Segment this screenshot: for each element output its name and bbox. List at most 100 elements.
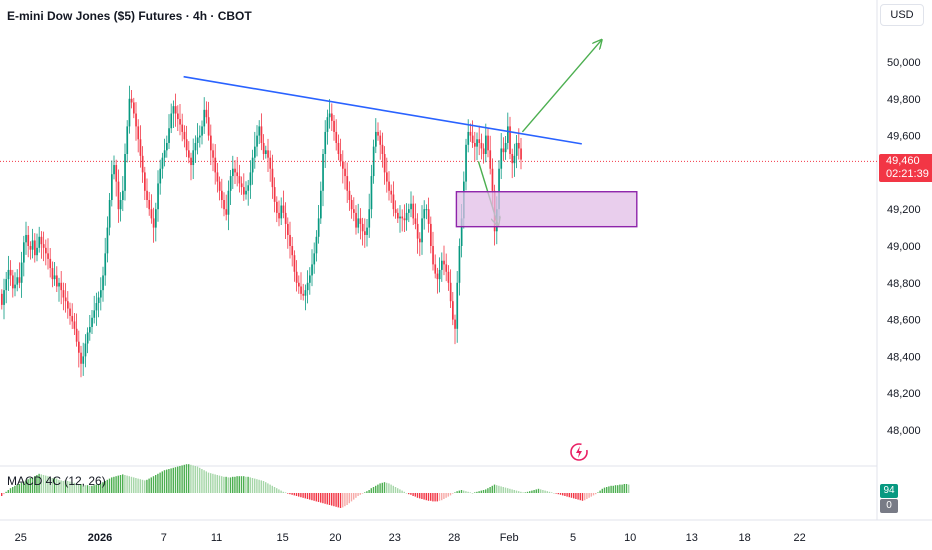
candle-body — [86, 332, 89, 344]
macd-bar — [194, 466, 196, 493]
price-tick-label: 50,000 — [887, 57, 921, 69]
candle-body — [159, 168, 162, 184]
candle-body — [256, 135, 258, 147]
candle-body — [320, 190, 322, 219]
macd-bar — [465, 491, 467, 493]
currency-button[interactable]: USD — [880, 4, 924, 26]
candle-body — [375, 131, 377, 147]
macd-bar — [152, 476, 155, 493]
macd-bar — [317, 493, 320, 502]
candle-body — [38, 236, 41, 248]
macd-bar — [489, 487, 491, 493]
candle-body — [416, 223, 419, 239]
candle-body — [436, 273, 439, 280]
macd-bar — [432, 493, 434, 502]
candle-body — [421, 218, 423, 243]
macd-bar — [469, 492, 471, 493]
macd-bar — [559, 493, 562, 495]
macd-bar — [458, 490, 460, 493]
candle-body — [480, 142, 483, 149]
candle-body — [333, 120, 335, 132]
candle-body — [130, 98, 133, 103]
macd-bar — [467, 491, 469, 493]
candle-body — [372, 146, 375, 177]
macd-bar — [291, 493, 293, 495]
macd-bar — [515, 490, 518, 493]
current-price-badge: 49,460 02:21:39 — [879, 154, 932, 182]
candle-body — [119, 200, 122, 210]
macd-bar — [227, 477, 229, 493]
candle-body — [45, 247, 47, 254]
macd-bar — [9, 488, 12, 493]
candle-body — [509, 126, 511, 154]
price-tick-label: 49,600 — [887, 131, 921, 143]
drawings[interactable] — [183, 40, 638, 227]
macd-bar — [542, 490, 544, 493]
macd-bar — [509, 488, 511, 493]
macd-bar — [119, 475, 122, 493]
candle-body — [485, 135, 487, 154]
candle-body — [205, 109, 208, 118]
macd-zero-badge: 0 — [880, 499, 898, 513]
candle-body — [163, 150, 166, 158]
candle-body — [518, 142, 520, 149]
macd-bar — [31, 477, 34, 493]
macd-indicator-label[interactable]: MACD 4C (12, 26) — [7, 474, 106, 488]
macd-bar — [150, 477, 152, 493]
candle-body — [93, 310, 96, 318]
macd-bar — [97, 484, 100, 493]
candle-body — [161, 157, 164, 169]
macd-bar — [533, 490, 535, 493]
macd-bar — [419, 493, 421, 499]
candle-body — [20, 262, 23, 283]
macd-bar — [606, 487, 608, 493]
candle-body — [104, 253, 107, 276]
price-tick-label: 48,200 — [887, 388, 921, 400]
macd-bar — [548, 491, 551, 493]
candle-body — [181, 124, 184, 132]
macd-bar — [42, 475, 45, 493]
candle-body — [399, 216, 401, 219]
macd-bar — [93, 485, 95, 493]
macd-bar — [333, 493, 335, 507]
macd-bar — [526, 491, 529, 493]
candle-body — [29, 246, 32, 250]
time-axis[interactable]: 25 2026 7 11 15 20 23 28 Feb 5 10 13 18 22 — [15, 532, 806, 544]
macd-bar — [205, 471, 207, 493]
candle-body — [174, 106, 177, 114]
macd-bar — [524, 492, 526, 493]
candle-body — [342, 161, 344, 169]
macd-bar — [302, 493, 304, 498]
candle-body — [216, 172, 219, 182]
candle-body — [265, 150, 267, 154]
candle-body — [141, 155, 144, 173]
macd-bar — [62, 481, 64, 493]
macd-bar — [276, 488, 278, 493]
macd-bar — [603, 487, 606, 493]
macd-bar — [260, 480, 262, 493]
lightning-icon[interactable] — [569, 442, 589, 462]
macd-bar — [350, 493, 353, 502]
macd-bar — [487, 488, 489, 493]
candle-body — [227, 190, 230, 215]
macd-bar — [628, 484, 630, 493]
macd-bar — [311, 493, 313, 501]
candle-body — [357, 218, 360, 228]
macd-bar — [238, 476, 240, 493]
macd-bar — [619, 484, 621, 493]
macd-bar — [392, 485, 394, 493]
candle-body — [1, 293, 3, 305]
macd-bar — [56, 478, 58, 493]
price-axis[interactable]: 48,000 48,200 48,400 48,600 48,800 49,000 49,2… — [887, 57, 921, 437]
candle-body — [146, 190, 148, 200]
macd-bar — [1, 493, 3, 496]
chart-title: E-mini Dow Jones ($5) Futures · 4h · CBO… — [7, 9, 252, 23]
macd-bar — [564, 493, 566, 496]
macd-bar — [474, 492, 476, 493]
candle-body — [331, 113, 333, 121]
candle-body — [23, 242, 25, 263]
candle-body — [106, 227, 109, 254]
macd-bar — [181, 465, 183, 493]
macd-bar — [84, 485, 86, 493]
